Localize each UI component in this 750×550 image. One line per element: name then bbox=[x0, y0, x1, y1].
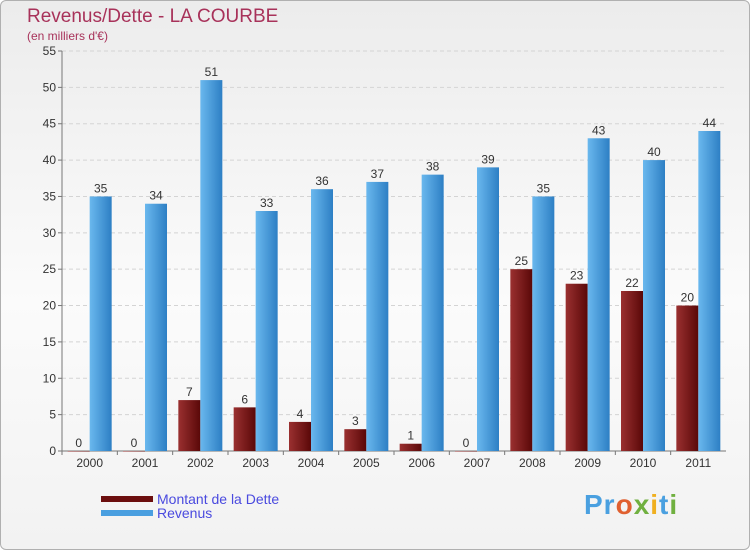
data-label-debt-2001: 0 bbox=[131, 436, 138, 450]
y-tick-label-45: 45 bbox=[43, 117, 57, 131]
bar-revenus-2002 bbox=[200, 80, 223, 451]
bar-debt-2001 bbox=[123, 451, 145, 452]
data-label-revenus-2006: 38 bbox=[426, 160, 440, 174]
y-tick-label-15: 15 bbox=[43, 335, 57, 349]
data-label-revenus-2008: 35 bbox=[537, 181, 551, 195]
data-label-debt-2007: 0 bbox=[463, 436, 470, 450]
bar-debt-2009 bbox=[565, 283, 588, 451]
bar-debt-2004 bbox=[289, 421, 311, 451]
x-tick-label-2006: 2006 bbox=[408, 456, 435, 470]
bar-revenus-2009 bbox=[587, 138, 610, 452]
data-label-revenus-2007: 39 bbox=[481, 152, 495, 166]
y-tick-label-25: 25 bbox=[43, 262, 57, 276]
x-tick-label-2005: 2005 bbox=[353, 456, 380, 470]
data-label-debt-2003: 6 bbox=[241, 392, 248, 406]
x-tick-label-2001: 2001 bbox=[132, 456, 159, 470]
bar-debt-2010 bbox=[621, 291, 643, 451]
data-label-debt-2010: 22 bbox=[625, 276, 639, 290]
bar-revenus-2005 bbox=[366, 181, 389, 451]
x-tick-label-2007: 2007 bbox=[464, 456, 491, 470]
bar-debt-2000 bbox=[67, 451, 90, 452]
data-label-debt-2005: 3 bbox=[352, 414, 359, 428]
data-label-revenus-2003: 33 bbox=[260, 196, 274, 210]
y-tick-label-20: 20 bbox=[43, 299, 57, 313]
x-tick-label-2002: 2002 bbox=[187, 456, 214, 470]
data-label-debt-2011: 20 bbox=[681, 291, 695, 305]
data-label-revenus-2010: 40 bbox=[647, 145, 661, 159]
y-tick-label-35: 35 bbox=[43, 189, 57, 203]
bar-debt-2011 bbox=[676, 305, 699, 451]
y-tick-label-55: 55 bbox=[43, 44, 57, 58]
legend-swatch-revenus bbox=[101, 510, 153, 516]
data-label-debt-2000: 0 bbox=[75, 436, 82, 450]
chart-subtitle: (en milliers d'€) bbox=[27, 29, 108, 43]
data-label-debt-2009: 23 bbox=[570, 269, 584, 283]
bar-revenus-2001 bbox=[145, 203, 167, 451]
bar-revenus-2004 bbox=[311, 189, 333, 451]
data-label-revenus-2011: 44 bbox=[703, 116, 717, 130]
x-tick-label-2009: 2009 bbox=[574, 456, 601, 470]
bar-debt-2006 bbox=[399, 443, 422, 451]
legend-swatch-debt bbox=[101, 496, 153, 502]
y-tick-label-10: 10 bbox=[43, 371, 57, 385]
proxiti-logo: Proxiti bbox=[584, 489, 679, 520]
bar-debt-2007 bbox=[455, 451, 477, 452]
x-tick-label-2010: 2010 bbox=[630, 456, 657, 470]
bar-revenus-2003 bbox=[255, 211, 278, 451]
y-tick-label-30: 30 bbox=[43, 226, 57, 240]
y-tick-label-5: 5 bbox=[49, 408, 56, 422]
data-label-revenus-2002: 51 bbox=[205, 65, 219, 79]
legend-label-revenus: Revenus bbox=[157, 505, 213, 521]
x-tick-label-2003: 2003 bbox=[242, 456, 269, 470]
data-label-debt-2004: 4 bbox=[297, 407, 304, 421]
legend-item-revenus: Revenus bbox=[101, 505, 212, 521]
x-tick-label-2000: 2000 bbox=[76, 456, 103, 470]
data-label-debt-2008: 25 bbox=[515, 254, 529, 268]
data-label-revenus-2005: 37 bbox=[371, 167, 385, 181]
legend-label-debt: Montant de la Dette bbox=[157, 491, 280, 507]
bar-debt-2005 bbox=[344, 429, 367, 451]
data-label-revenus-2000: 35 bbox=[94, 181, 108, 195]
bar-revenus-2000 bbox=[89, 196, 112, 451]
bar-debt-2003 bbox=[233, 407, 256, 451]
x-tick-label-2011: 2011 bbox=[685, 456, 711, 470]
data-label-revenus-2004: 36 bbox=[315, 174, 329, 188]
bar-revenus-2007 bbox=[477, 167, 499, 451]
x-tick-label-2008: 2008 bbox=[519, 456, 546, 470]
bar-debt-2002 bbox=[178, 400, 201, 451]
data-label-revenus-2001: 34 bbox=[149, 189, 163, 203]
bar-debt-2008 bbox=[510, 269, 533, 451]
chart-title: Revenus/Dette - LA COURBE bbox=[27, 6, 279, 27]
legend-item-debt: Montant de la Dette bbox=[101, 491, 279, 507]
bar-revenus-2010 bbox=[643, 160, 665, 451]
x-tick-label-2004: 2004 bbox=[298, 456, 325, 470]
data-label-revenus-2009: 43 bbox=[592, 123, 606, 137]
data-label-debt-2002: 7 bbox=[186, 385, 193, 399]
data-label-debt-2006: 1 bbox=[407, 429, 414, 443]
y-tick-label-50: 50 bbox=[43, 80, 57, 94]
y-tick-label-40: 40 bbox=[43, 153, 57, 167]
bar-revenus-2006 bbox=[421, 174, 444, 452]
y-tick-label-0: 0 bbox=[49, 444, 56, 458]
bar-revenus-2011 bbox=[698, 131, 721, 451]
bar-revenus-2008 bbox=[532, 196, 555, 451]
